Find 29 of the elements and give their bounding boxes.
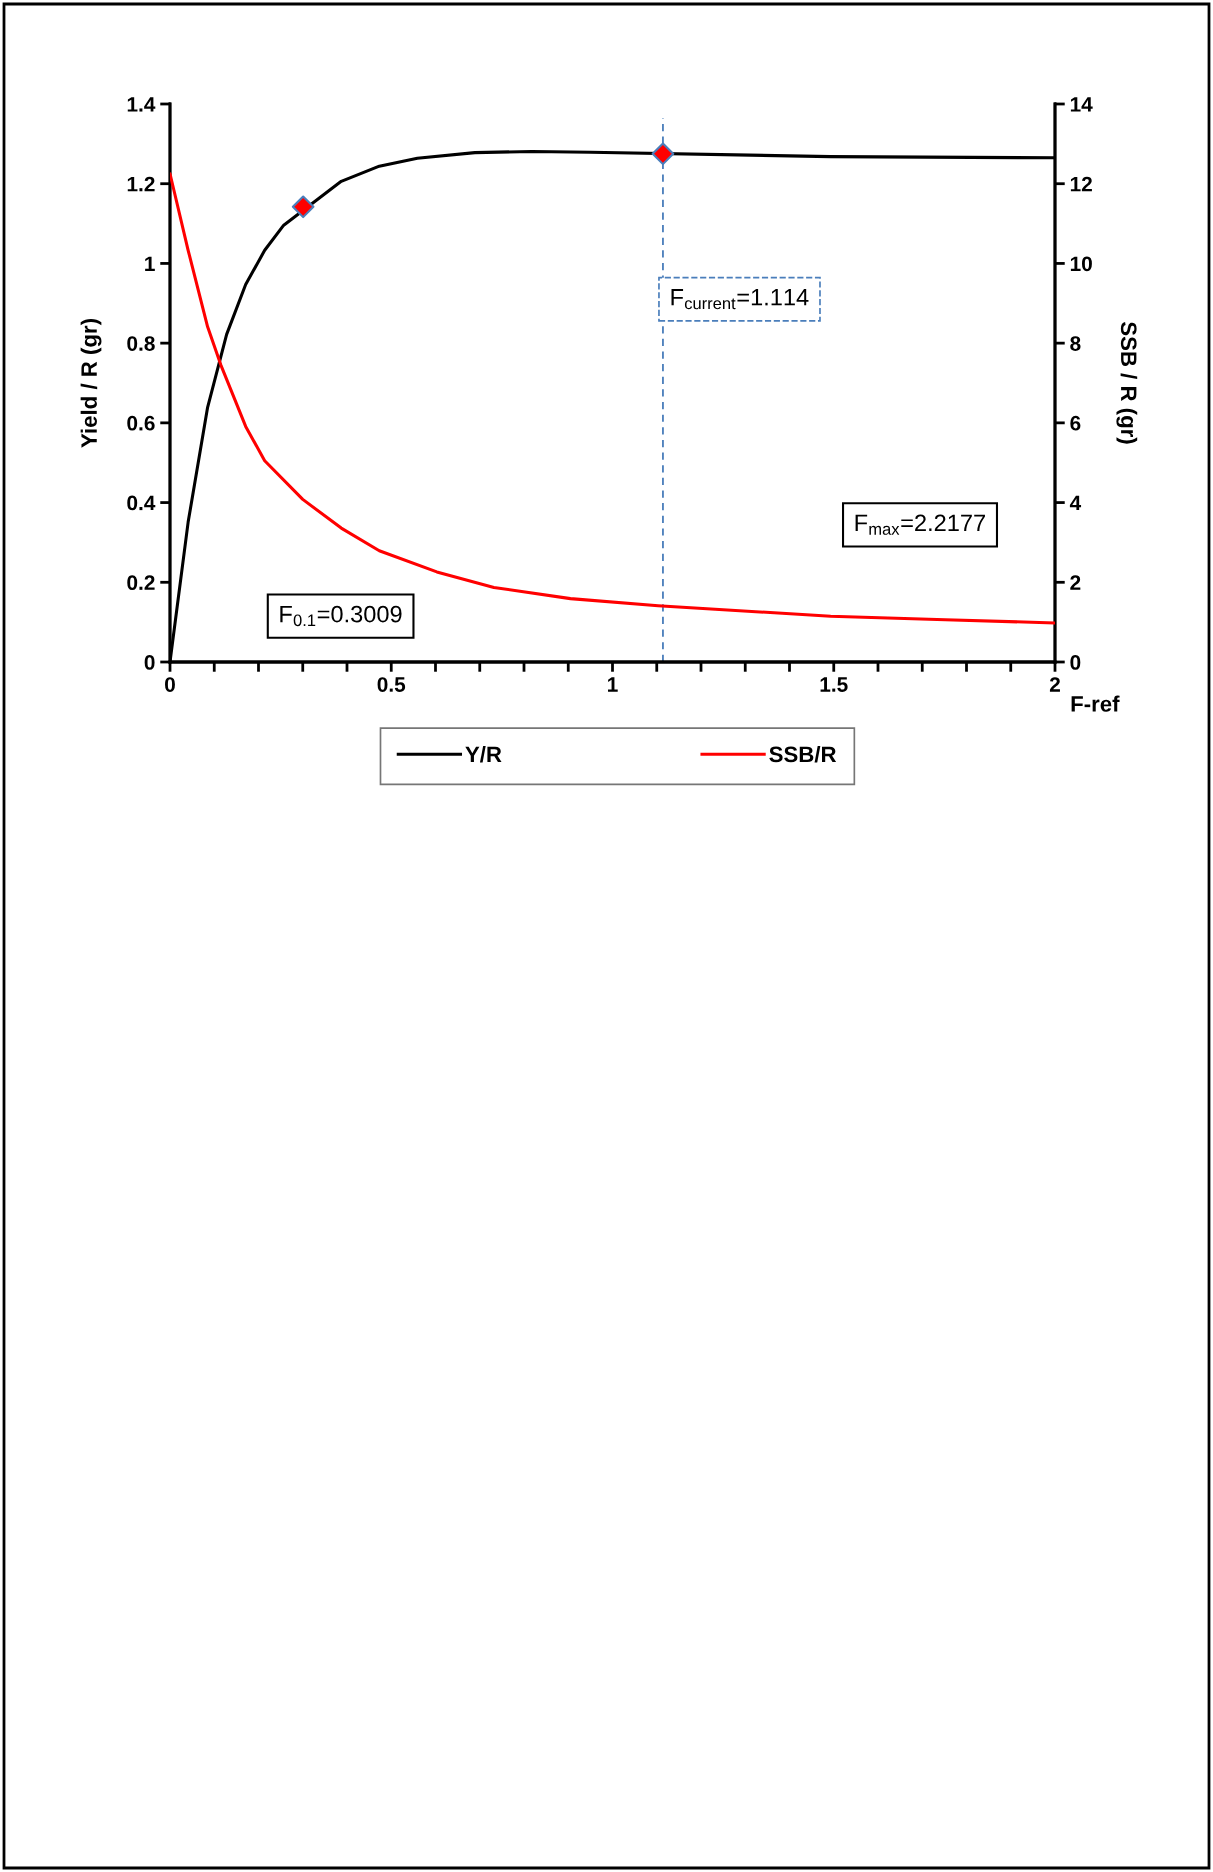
y-tick-label: 0.6 bbox=[127, 415, 155, 431]
y2-tick-label: 0 bbox=[1070, 655, 1081, 670]
y2-axis-title: SSB / R (gr) bbox=[1116, 321, 1138, 444]
legend-label: Y/R bbox=[465, 745, 502, 763]
x-tick-label: 1.5 bbox=[820, 677, 848, 692]
legend-label: SSB/R bbox=[769, 745, 837, 763]
y2-tick-label: 14 bbox=[1070, 97, 1093, 112]
y-tick-label: 0 bbox=[144, 655, 155, 670]
x-tick-label: 1 bbox=[608, 677, 618, 692]
y2-tick-label: 8 bbox=[1070, 336, 1081, 351]
y2-tick-label: 4 bbox=[1069, 495, 1082, 511]
annotation: F$_{0.1}$=0.3009 bbox=[280, 605, 402, 627]
y2-tick-label: 2 bbox=[1070, 575, 1081, 590]
y2-tick-label: 10 bbox=[1070, 256, 1092, 272]
y-tick-label: 0.4 bbox=[127, 495, 156, 511]
y2-tick-label: 6 bbox=[1070, 415, 1081, 431]
x-tick-label: 0 bbox=[165, 677, 175, 692]
y-tick-label: 1.2 bbox=[127, 176, 155, 192]
ref-line-label: F$_{current}$=1.114 bbox=[671, 289, 809, 310]
y-tick-label: 1 bbox=[145, 256, 155, 271]
x-tick-label: 2 bbox=[1049, 677, 1060, 692]
x-axis-title: F-ref bbox=[1071, 695, 1120, 712]
y-tick-label: 1.4 bbox=[127, 97, 156, 112]
y-axis-title: Yield / R (gr) bbox=[80, 319, 102, 448]
y2-tick-label: 12 bbox=[1070, 176, 1092, 192]
annotation: F$_{max}$=2.2177 bbox=[855, 514, 985, 535]
x-tick-label: 0.5 bbox=[377, 677, 406, 692]
y-tick-label: 0.8 bbox=[127, 336, 155, 351]
y-tick-label: 0.2 bbox=[127, 575, 155, 591]
